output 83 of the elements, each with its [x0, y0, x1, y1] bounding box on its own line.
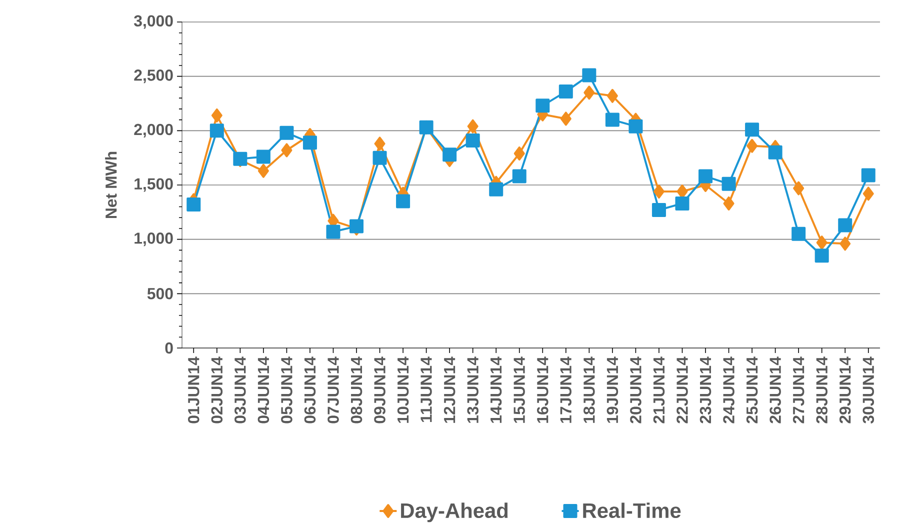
- point: [186, 198, 201, 212]
- point: [326, 224, 340, 239]
- point: [281, 143, 292, 158]
- point: [372, 150, 387, 165]
- x-tick-label: 04JUN14: [258, 356, 270, 424]
- point: [768, 145, 782, 160]
- x-tick-label: 05JUN14: [281, 356, 292, 424]
- point: [489, 182, 504, 196]
- x-tick-label: 30JUN14: [862, 356, 874, 424]
- x-tick-label: 20JUN14: [630, 356, 642, 424]
- point: [560, 112, 572, 126]
- point: [793, 181, 804, 196]
- point: [792, 226, 806, 241]
- y-axis-title: Net MWh: [105, 152, 117, 218]
- y-tick-label: 2,500: [134, 70, 173, 84]
- point: [536, 98, 550, 113]
- point: [280, 126, 294, 140]
- x-tick-label: 08JUN14: [350, 356, 362, 424]
- x-tick-label: 12JUN14: [444, 356, 456, 423]
- x-tick-label: 02JUN14: [211, 356, 223, 424]
- point: [466, 133, 480, 148]
- x-tick-label: 17JUN14: [560, 356, 572, 423]
- point: [211, 108, 222, 122]
- point: [582, 68, 596, 82]
- legend-label: Real-Time: [583, 502, 681, 518]
- x-tick-label: 06JUN14: [304, 356, 316, 424]
- point: [374, 136, 386, 151]
- x-tick-label: 14JUN14: [490, 356, 502, 423]
- y-tick-label: 2,000: [134, 124, 173, 138]
- point: [814, 248, 829, 263]
- point: [605, 112, 620, 127]
- x-tick-label: 26JUN14: [770, 356, 781, 424]
- point: [606, 88, 618, 103]
- x-tick-label: 15JUN14: [514, 356, 525, 423]
- point: [746, 138, 758, 153]
- x-tick-label: 29JUN14: [839, 356, 851, 424]
- point: [838, 218, 852, 232]
- point: [861, 168, 876, 182]
- y-tick-label: 500: [147, 288, 173, 300]
- point: [628, 119, 643, 134]
- x-tick-label: 10JUN14: [397, 356, 409, 423]
- x-tick-label: 22JUN14: [676, 356, 688, 424]
- point: [256, 150, 270, 164]
- x-tick-label: 19JUN14: [606, 356, 618, 423]
- point: [723, 196, 734, 210]
- y-tick-label: 1,000: [134, 232, 173, 246]
- point: [514, 146, 525, 160]
- point: [745, 122, 760, 137]
- point: [698, 169, 713, 184]
- x-tick-label: 13JUN14: [467, 356, 478, 423]
- legend-label: Day-Ahead: [401, 502, 508, 522]
- y-tick-label: 3,000: [134, 15, 173, 29]
- point: [442, 148, 457, 162]
- point: [467, 119, 478, 134]
- point: [652, 202, 666, 217]
- x-tick-label: 07JUN14: [328, 356, 339, 424]
- x-tick-label: 01JUN14: [188, 356, 200, 424]
- point: [396, 194, 410, 208]
- point: [653, 184, 664, 199]
- point: [862, 186, 874, 201]
- x-tick-label: 24JUN14: [723, 356, 734, 424]
- x-tick-label: 27JUN14: [792, 356, 804, 424]
- point: [258, 164, 269, 178]
- point: [816, 236, 828, 250]
- y-tick-label: 0: [165, 342, 173, 354]
- x-tick-label: 25JUN14: [746, 356, 758, 424]
- x-tick-label: 11JUN14: [420, 356, 432, 422]
- point: [210, 124, 224, 138]
- x-tick-label: 03JUN14: [234, 356, 246, 424]
- point: [302, 136, 317, 150]
- point: [584, 86, 595, 100]
- x-tick-label: 28JUN14: [816, 356, 828, 424]
- point: [722, 176, 736, 191]
- y-tick-label: 1,500: [134, 178, 173, 192]
- x-tick-label: 18JUN14: [584, 356, 595, 423]
- x-tick-label: 21JUN14: [653, 356, 665, 424]
- x-tick-label: 16JUN14: [537, 356, 548, 423]
- point: [840, 236, 851, 251]
- point: [558, 84, 573, 99]
- point: [512, 169, 526, 184]
- x-tick-label: 09JUN14: [374, 356, 386, 424]
- x-tick-label: 23JUN14: [700, 356, 712, 424]
- point: [675, 196, 690, 210]
